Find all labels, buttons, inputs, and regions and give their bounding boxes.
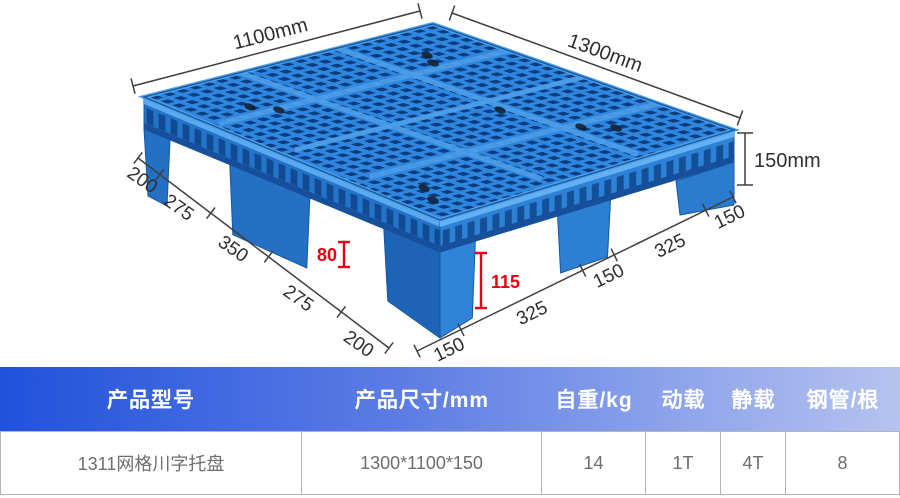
spec-table: 产品型号 产品尺寸/mm 自重/kg 动载 静载 钢管/根 1311网格川字托盘… [0, 367, 900, 495]
header-steel-tubes: 钢管/根 [806, 389, 880, 412]
pallet-illustration: 1100mm 1300mm 150mm 200 275 350 275 200 … [123, 3, 821, 367]
pallet-deck-outline [141, 23, 737, 221]
value-self-weight: 14 [542, 432, 646, 494]
pallet-face-left-bottom-edge [144, 123, 440, 252]
dim-label-80: 80 [317, 245, 337, 265]
dimension-lines [130, 3, 753, 358]
dim-label-1100mm: 1100mm [231, 14, 310, 54]
pallet-feet [143, 128, 735, 339]
dim-label-150mm: 150mm [754, 150, 821, 172]
dimension-line-1300 [448, 5, 744, 126]
value-product-size: 1300*1100*150 [302, 432, 542, 494]
dim-label-left-200b: 200 [339, 327, 377, 362]
dimension-line-left-segments [133, 151, 394, 355]
header-product-model: 产品型号 [107, 389, 195, 412]
dimension-line-80 [338, 240, 350, 269]
value-steel-tubes: 8 [786, 432, 900, 494]
header-static-load: 静载 [731, 389, 776, 412]
red-dimension-lines [338, 240, 487, 310]
pallet-deck-top [137, 21, 741, 223]
value-static-load: 4T [721, 432, 786, 494]
dimension-line-115 [475, 251, 487, 310]
dimension-line-right-segments [413, 190, 737, 358]
pallet-face-right-bottom-edge [440, 156, 734, 252]
value-product-model: 1311网格川字托盘 [0, 432, 302, 494]
value-dynamic-load: 1T [646, 432, 721, 494]
dim-label-right-150b: 150 [590, 260, 628, 293]
dim-label-right-325a: 325 [513, 297, 551, 330]
header-product-size: 产品尺寸/mm [354, 389, 490, 412]
dim-label-right-150a: 150 [431, 334, 469, 367]
spec-table-header-row: 产品型号 产品尺寸/mm 自重/kg 动载 静载 钢管/根 [0, 367, 900, 431]
dim-label-1300mm: 1300mm [565, 30, 646, 77]
dim-label-right-325b: 325 [652, 230, 690, 263]
header-dynamic-load: 动载 [661, 389, 706, 412]
dim-label-115: 115 [491, 272, 520, 292]
pallet-deck-ribs [218, 45, 660, 182]
header-self-weight: 自重/kg [555, 389, 633, 412]
pallet-diagram: 1100mm 1300mm 150mm 200 275 350 275 200 … [123, 3, 821, 367]
pallet-face-left-slots [144, 97, 440, 252]
pallet-deck-vent-holes [244, 51, 622, 204]
pallet-face-right-slots [440, 130, 734, 252]
dimension-line-150mm [737, 132, 753, 186]
dimension-line-1100 [130, 3, 423, 94]
pallet-side-faces [143, 96, 735, 253]
dim-label-left-275b: 275 [279, 281, 317, 316]
spec-table-data-row: 1311网格川字托盘 1300*1100*150 14 1T 4T 8 [0, 431, 900, 495]
